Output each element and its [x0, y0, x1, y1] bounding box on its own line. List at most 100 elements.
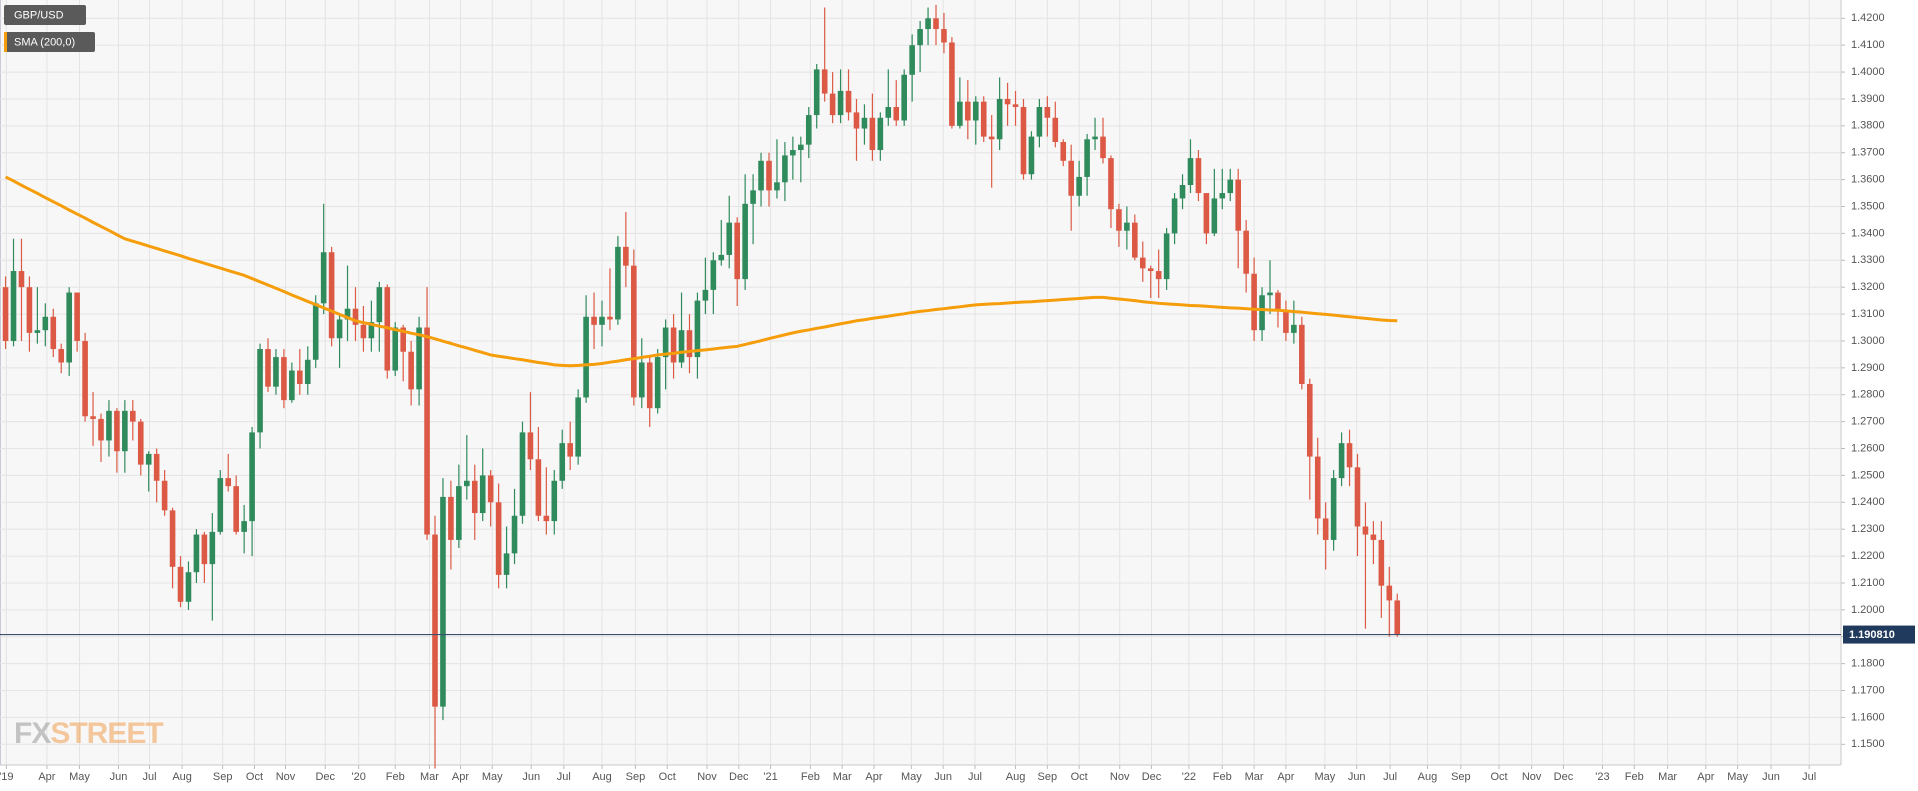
y-tick-label: 1.3100 — [1851, 308, 1885, 320]
x-tick-label: Apr — [1697, 771, 1714, 783]
candle-body — [74, 292, 80, 341]
candle-body — [1370, 534, 1377, 540]
candle-body — [774, 182, 780, 191]
y-tick-label: 1.3600 — [1851, 174, 1885, 186]
y-tick-label: 1.2800 — [1851, 389, 1885, 401]
x-tick-label: Feb — [1625, 771, 1644, 783]
x-tick-label: Aug — [172, 771, 192, 783]
candle-body — [297, 370, 303, 384]
candle-body — [638, 362, 645, 398]
candle-body — [972, 101, 979, 121]
candle-body — [1004, 98, 1011, 105]
candle-body — [519, 432, 526, 516]
candle-body — [312, 303, 319, 360]
candle-body — [933, 18, 939, 30]
candle-body — [1124, 222, 1130, 231]
candle-body — [996, 98, 1003, 140]
x-tick-label: May — [901, 771, 922, 783]
candle-body — [758, 160, 764, 191]
legend-label: GBP/USD — [14, 9, 64, 21]
x-tick-label: Jul — [1383, 771, 1397, 783]
candle-body — [50, 316, 57, 350]
candle-body — [646, 362, 653, 409]
candle-body — [90, 416, 96, 419]
candle-body — [949, 42, 955, 126]
candle-body — [503, 553, 510, 575]
x-tick-label: Dec — [1142, 771, 1162, 783]
candle-body — [1283, 311, 1289, 333]
x-tick-label: Nov — [697, 771, 717, 783]
candle-body — [694, 300, 701, 358]
candle-body — [766, 160, 772, 191]
candle-body — [58, 349, 65, 363]
y-tick-label: 1.2600 — [1851, 442, 1885, 454]
candle-body — [1060, 141, 1067, 161]
candle-body — [1076, 176, 1082, 196]
x-tick-label: Mar — [1245, 771, 1264, 783]
candle-body — [925, 18, 931, 30]
candle-body — [106, 410, 112, 441]
candle-body — [567, 443, 573, 457]
candle-body — [495, 502, 502, 575]
candle-body — [471, 480, 478, 514]
candle-body — [1084, 139, 1090, 177]
x-tick-label: May — [482, 771, 503, 783]
x-tick-label: Aug — [592, 771, 612, 783]
y-tick-label: 1.3900 — [1851, 93, 1885, 105]
last-price-box — [1843, 625, 1915, 644]
candle-body — [1275, 292, 1281, 312]
candle-body — [837, 90, 844, 116]
candle-body — [1362, 526, 1369, 535]
candle-body — [376, 287, 383, 323]
candle-body — [1259, 295, 1265, 331]
y-tick-label: 1.1600 — [1851, 711, 1885, 723]
legend-label: SMA (200,0) — [14, 36, 75, 48]
candle-body — [527, 432, 534, 460]
y-tick-label: 1.2400 — [1851, 496, 1885, 508]
legend: GBP/USD SMA (200,0) — [4, 5, 95, 52]
candle-body — [225, 478, 232, 487]
candle-body — [853, 112, 860, 129]
candle-body — [416, 327, 422, 390]
x-tick-label: Aug — [1418, 771, 1438, 783]
candle-body — [1291, 324, 1297, 333]
candle-body — [1267, 292, 1273, 296]
candle-body — [265, 349, 271, 387]
candle-body — [122, 410, 128, 452]
candle-body — [980, 101, 987, 137]
candle-body — [479, 475, 486, 514]
candle-body — [829, 93, 836, 116]
candle-body — [734, 222, 740, 280]
candle-body — [328, 252, 335, 339]
candle-body — [98, 418, 104, 441]
y-tick-label: 1.2700 — [1851, 416, 1885, 428]
candle-body — [869, 117, 876, 151]
watermark-street: STREET — [50, 717, 163, 750]
y-tick-label: 1.3500 — [1851, 200, 1885, 212]
candle-body — [559, 443, 566, 481]
candle-body — [249, 432, 255, 522]
grid — [0, 0, 1845, 769]
marks — [0, 4, 1841, 769]
y-tick-label: 1.3300 — [1851, 254, 1885, 266]
candle-body — [320, 252, 327, 304]
candle-body — [511, 515, 518, 554]
x-tick-label: Sep — [213, 771, 233, 783]
x-tick-label: Apr — [865, 771, 882, 783]
x-tick-label: '20 — [351, 771, 365, 783]
x-tick-label: Nov — [276, 771, 296, 783]
candle-body — [1211, 198, 1218, 234]
x-tick-label: Jun — [934, 771, 952, 783]
candle-body — [1092, 136, 1098, 140]
candle-body — [304, 359, 311, 384]
candle-body — [400, 327, 406, 352]
candle-body — [917, 29, 923, 46]
y-tick-label: 1.3000 — [1851, 335, 1885, 347]
candle-body — [750, 190, 756, 204]
legend-box — [4, 32, 95, 52]
candle-body — [1068, 160, 1074, 196]
candle-body — [368, 322, 375, 339]
x-tick-label: Mar — [833, 771, 852, 783]
x-tick-label: May — [1314, 771, 1335, 783]
